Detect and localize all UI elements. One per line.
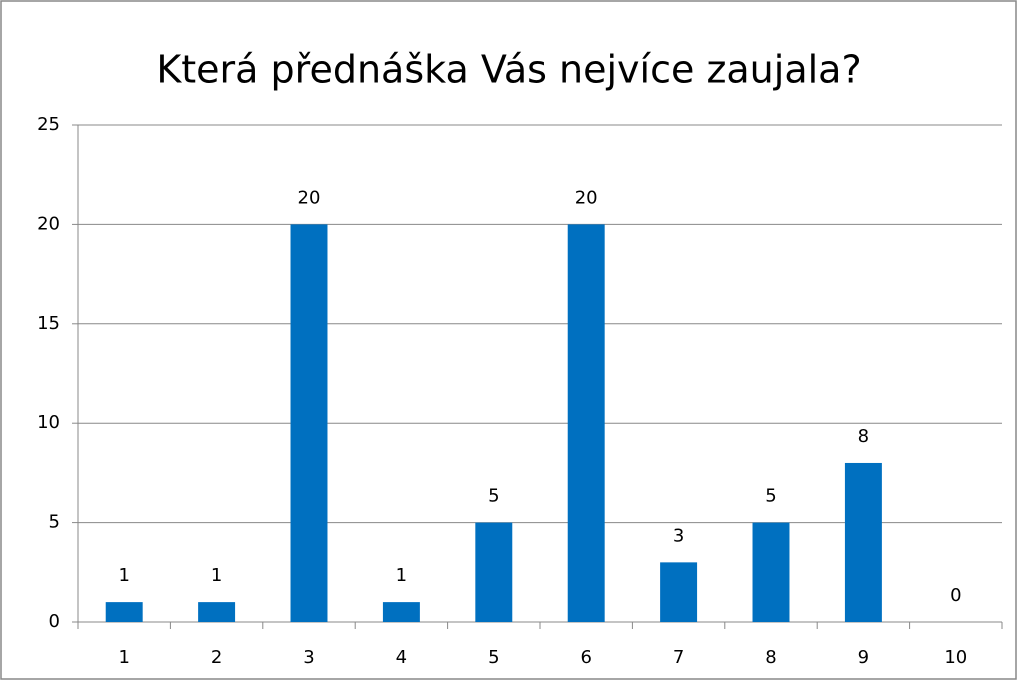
x-tick-label: 9 <box>858 647 869 668</box>
bar <box>198 602 236 622</box>
y-tick-label: 25 <box>37 114 60 135</box>
bar <box>567 224 605 622</box>
bar <box>844 462 882 622</box>
y-tick-label: 0 <box>49 611 60 632</box>
bar <box>475 522 513 622</box>
data-label: 1 <box>396 565 407 586</box>
data-label: 3 <box>673 525 684 546</box>
bar <box>660 562 698 622</box>
x-tick-label: 2 <box>211 647 222 668</box>
data-label: 1 <box>118 565 129 586</box>
x-tick-label: 8 <box>765 647 776 668</box>
data-label: 1 <box>211 565 222 586</box>
bar <box>382 602 420 622</box>
x-tick-label: 3 <box>303 647 314 668</box>
x-tick-label: 6 <box>580 647 591 668</box>
data-label: 8 <box>858 426 869 447</box>
bar <box>752 522 790 622</box>
x-tick-label: 4 <box>396 647 407 668</box>
bar <box>290 224 328 622</box>
y-tick-label: 10 <box>37 412 60 433</box>
data-label: 0 <box>950 585 961 606</box>
bar <box>105 602 143 622</box>
data-label: 5 <box>488 486 499 507</box>
x-tick-label: 5 <box>488 647 499 668</box>
x-tick-label: 10 <box>944 647 967 668</box>
y-tick-label: 15 <box>37 313 60 334</box>
y-tick-label: 5 <box>49 512 60 533</box>
data-label: 20 <box>298 187 321 208</box>
y-tick-label: 20 <box>37 213 60 234</box>
x-tick-label: 7 <box>673 647 684 668</box>
data-label: 5 <box>765 486 776 507</box>
chart-title: Která přednáška Vás nejvíce zaujala? <box>156 48 861 92</box>
x-tick-label: 1 <box>118 647 129 668</box>
data-label: 20 <box>575 187 598 208</box>
